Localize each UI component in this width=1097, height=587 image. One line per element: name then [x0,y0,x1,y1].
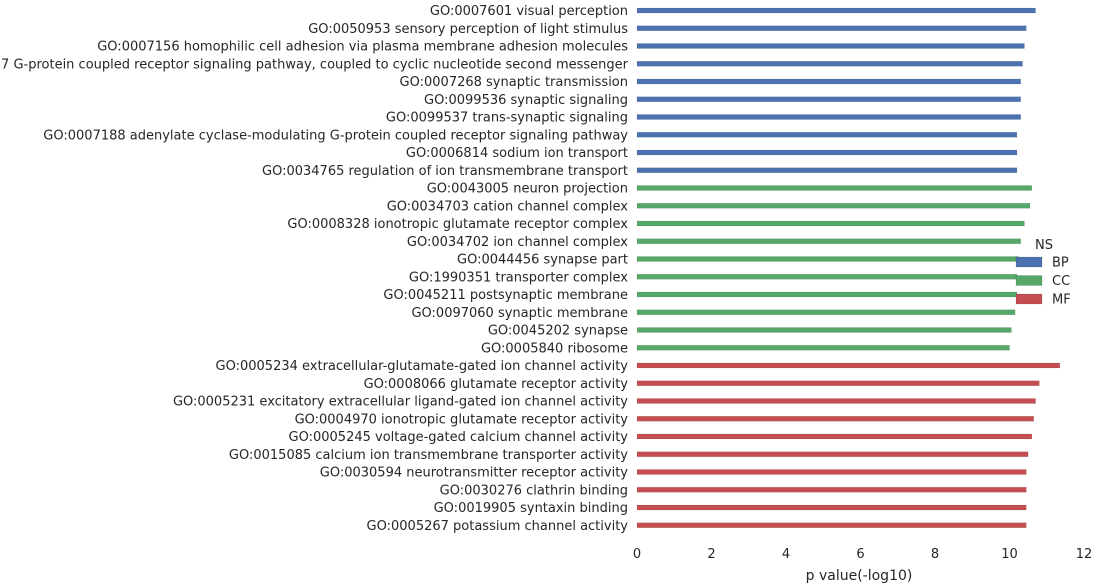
legend-swatch-bp [1015,256,1043,268]
bars-layer [636,7,1061,528]
bar-bp [636,96,1021,102]
x-tick-label: 4 [782,547,790,562]
bar-mf [636,522,1027,528]
category-label: GO:0045211 postsynaptic membrane [383,288,628,303]
x-tick-label: 12 [1076,547,1093,562]
bar-bp [636,78,1021,85]
bar-mf [636,451,1029,457]
legend-label-bp: BP [1052,256,1069,271]
bar-cc [636,327,1012,333]
legend-label-cc: CC [1052,274,1070,289]
bar-bp [636,7,1036,14]
bar-bp [636,132,1018,138]
category-label: GO:0034765 regulation of ion transmembra… [262,164,628,179]
bar-bp [636,114,1021,120]
bar-cc [636,274,1018,280]
bar-cc [636,291,1018,298]
category-label: GO:0005840 ribosome [481,341,628,356]
bar-mf [636,433,1033,440]
bar-cc [636,309,1016,315]
category-label: GO:0007601 visual perception [430,4,628,19]
legend-swatch-mf [1015,293,1043,305]
bar-bp [636,25,1027,31]
bar-bp [636,149,1018,156]
category-label: GO:0005245 voltage-gated calcium channel… [289,430,629,445]
bar-mf [636,469,1027,475]
legend-title: NS [1035,238,1053,253]
legend-label-mf: MF [1052,293,1071,308]
category-label: GO:0007156 homophilic cell adhesion via … [97,40,628,55]
category-label: GO:0015085 calcium ion transmembrane tra… [229,448,628,463]
bar-cc [636,345,1010,351]
x-tick-label: 0 [633,547,641,562]
category-label: GO:0004970 ionotropic glutamate receptor… [295,412,629,427]
bar-mf [636,504,1027,511]
bar-mf [636,362,1061,369]
bar-cc [636,220,1025,227]
bar-cc [636,185,1033,191]
legend-swatch-cc [1015,275,1043,286]
bar-bp [636,43,1025,49]
category-label: GO:0030276 clathrin binding [440,483,628,498]
category-label: GO:0099536 synaptic signaling [424,93,628,108]
x-tick-label: 6 [856,547,864,562]
bar-mf [636,487,1027,493]
bar-cc [636,238,1021,244]
category-label: GO:0050953 sensory perception of light s… [308,22,628,37]
category-labels: GO:0007601 visual perception GO:0050953 s… [0,4,629,534]
category-label: GO:0007187 G-protein coupled receptor si… [0,57,629,72]
category-label: GO:0099537 trans-synaptic signaling [386,111,628,126]
x-axis-title: p value(-log10) [806,568,913,584]
category-label: GO:0034703 cation channel complex [387,199,629,214]
bar-mf [636,380,1040,386]
category-label: GO:0005234 extracellular-glutamate-gated… [216,359,629,374]
bar-bp [636,61,1023,67]
x-tick-label: 8 [931,547,939,562]
x-tick-label: 10 [1001,547,1018,562]
x-tick-label: 2 [707,547,715,562]
legend: NS BP CC MF [1015,238,1071,308]
category-label: GO:0045202 synapse [488,324,628,339]
bar-cc [636,203,1031,209]
category-label: GO:0043005 neuron projection [427,182,628,197]
category-label: GO:0008066 glutamate receptor activity [364,377,629,392]
bar-bp [636,167,1018,173]
bar-mf [636,416,1034,422]
category-label: GO:0008328 ionotropic glutamate receptor… [287,217,628,232]
category-label: GO:0007268 synaptic transmission [400,75,628,90]
category-label: GO:0005231 excitatory extracellular liga… [173,395,628,410]
category-label: GO:0044456 synapse part [457,253,628,268]
bar-mf [636,398,1036,404]
category-label: GO:0005267 potassium channel activity [367,519,629,534]
category-label: GO:1990351 transporter complex [409,270,628,285]
category-label: GO:0006814 sodium ion transport [406,146,628,161]
category-label: GO:0097060 synaptic membrane [411,306,628,321]
category-label: GO:0034702 ion channel complex [407,235,628,250]
category-label: GO:0007188 adenylate cyclase-modulating … [43,128,628,143]
category-label: GO:0030594 neurotransmitter receptor act… [320,466,629,481]
bar-cc [636,256,1020,262]
category-label: GO:0019905 syntaxin binding [434,501,628,516]
x-axis: 0 2 4 6 8 10 12 [633,547,1092,562]
